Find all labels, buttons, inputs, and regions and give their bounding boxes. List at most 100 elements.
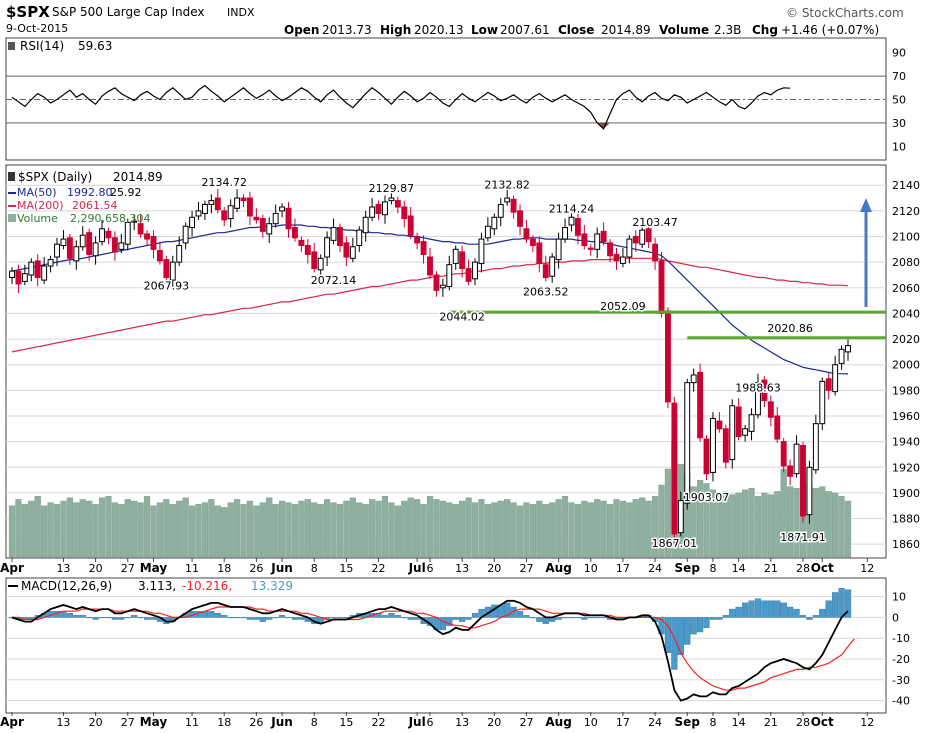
- macd-histogram-bar: [285, 617, 292, 619]
- volume-bar: [92, 504, 99, 558]
- candle-body: [337, 227, 343, 246]
- price-annotation: 1903.07: [684, 491, 730, 504]
- candle-body: [169, 261, 176, 281]
- volume-bar: [349, 497, 356, 558]
- price-tick-label: 2100: [892, 231, 920, 244]
- ma50-legend-label: MA(50): [17, 186, 57, 199]
- macd-histogram-bar: [555, 617, 562, 620]
- rsi-tick-label: 70: [892, 70, 906, 83]
- volume-bar: [555, 499, 562, 558]
- volume-bar: [446, 502, 453, 558]
- volume-bar: [388, 502, 395, 558]
- price-annotation: 1988.63: [735, 381, 781, 394]
- volume-bar: [118, 504, 125, 558]
- macd-histogram-bar: [221, 615, 228, 618]
- x-tick-label: Apr: [0, 715, 24, 729]
- macd-histogram-bar: [735, 606, 742, 618]
- candle-body: [201, 203, 208, 214]
- macd-histogram-bar: [73, 615, 80, 618]
- x-tick-label: 13: [455, 562, 469, 575]
- candle-body: [793, 443, 800, 475]
- volume-bar: [716, 492, 723, 558]
- candle-body: [259, 218, 266, 232]
- price-annotation: 2103.47: [632, 216, 678, 229]
- candle-body: [79, 234, 86, 248]
- volume-bar: [79, 499, 86, 558]
- candle-body: [34, 260, 41, 279]
- macd-histogram-bar: [504, 602, 511, 618]
- low-label: Low: [471, 23, 498, 37]
- open-value: 2013.73: [322, 23, 372, 37]
- x-tick-label: 12: [860, 716, 874, 729]
- candle-body: [382, 201, 388, 216]
- candle-body: [549, 256, 556, 277]
- candle-body: [99, 228, 105, 243]
- macd-histogram-bar: [716, 617, 723, 620]
- volume-bar: [41, 505, 48, 558]
- x-tick-label: 20: [89, 562, 103, 575]
- volume-bar: [761, 492, 768, 558]
- x-tick-label: 27: [519, 562, 533, 575]
- price-tick-label: 2120: [892, 205, 920, 218]
- price-legend-label: $SPX (Daily): [18, 170, 92, 184]
- volume-bar: [401, 500, 408, 558]
- price-annotation: 2134.72: [201, 176, 247, 189]
- x-tick-label: 13: [455, 716, 469, 729]
- candle-body: [774, 415, 781, 440]
- x-tick-label: 15: [339, 562, 353, 575]
- candle-body: [748, 414, 755, 432]
- volume-bar: [504, 499, 511, 558]
- brand-label[interactable]: © StockCharts.com: [786, 6, 904, 20]
- macd-histogram-bar: [677, 617, 684, 656]
- candle-body: [137, 223, 144, 235]
- candle-body: [163, 259, 170, 279]
- macd-histogram-bar: [806, 617, 813, 620]
- macd-histogram-bar: [240, 617, 247, 619]
- candle-body: [292, 227, 298, 239]
- price-annotation: 2020.86: [767, 322, 813, 335]
- volume-bar: [645, 500, 652, 558]
- volume-bar: [497, 500, 504, 558]
- volume-bar: [285, 502, 292, 558]
- x-tick-label: 17: [616, 562, 630, 575]
- macd-histogram-bar: [825, 600, 832, 618]
- candle-body: [285, 207, 292, 230]
- volume-bar: [240, 504, 247, 558]
- x-tick-label: 11: [185, 716, 199, 729]
- candle-body: [832, 364, 839, 393]
- x-tick-label: 17: [616, 716, 630, 729]
- volume-bar: [176, 500, 183, 558]
- volume-bar: [259, 502, 266, 558]
- candle-body: [767, 401, 774, 418]
- close-value: 2014.89: [601, 23, 651, 37]
- macd-histogram-bar: [664, 617, 672, 653]
- volume-bar: [523, 502, 530, 558]
- macd-histogram-bar: [401, 617, 408, 619]
- ma200-legend-value: 2061.54: [72, 199, 118, 212]
- x-tick-label: 20: [487, 716, 501, 729]
- volume-bar: [304, 499, 311, 558]
- candle-body: [253, 216, 260, 221]
- volume-bar: [105, 496, 112, 558]
- volume-bar: [272, 504, 279, 558]
- macd-histogram-bar: [259, 617, 266, 622]
- volume-bar: [28, 500, 35, 558]
- macd-legend-value: 3.113,: [138, 579, 176, 593]
- candle-body: [587, 247, 594, 250]
- volume-bar: [709, 489, 717, 558]
- candle-body: [246, 197, 253, 217]
- macd-histogram-bar: [754, 598, 762, 618]
- price-tick-label: 2140: [892, 179, 920, 192]
- volume-bar: [420, 504, 427, 558]
- volume-bar: [21, 504, 28, 558]
- x-tick-label: 22: [372, 562, 386, 575]
- x-tick-label: 14: [732, 562, 746, 575]
- volume-bar: [626, 502, 633, 558]
- macd-histogram-bar: [600, 617, 607, 619]
- candle-body: [684, 382, 691, 504]
- macd-histogram-bar: [568, 617, 575, 619]
- price-tick-label: 2000: [892, 359, 920, 372]
- macd-histogram-bar: [690, 617, 697, 635]
- macd-histogram-bar: [594, 617, 601, 619]
- volume-bar: [439, 500, 446, 558]
